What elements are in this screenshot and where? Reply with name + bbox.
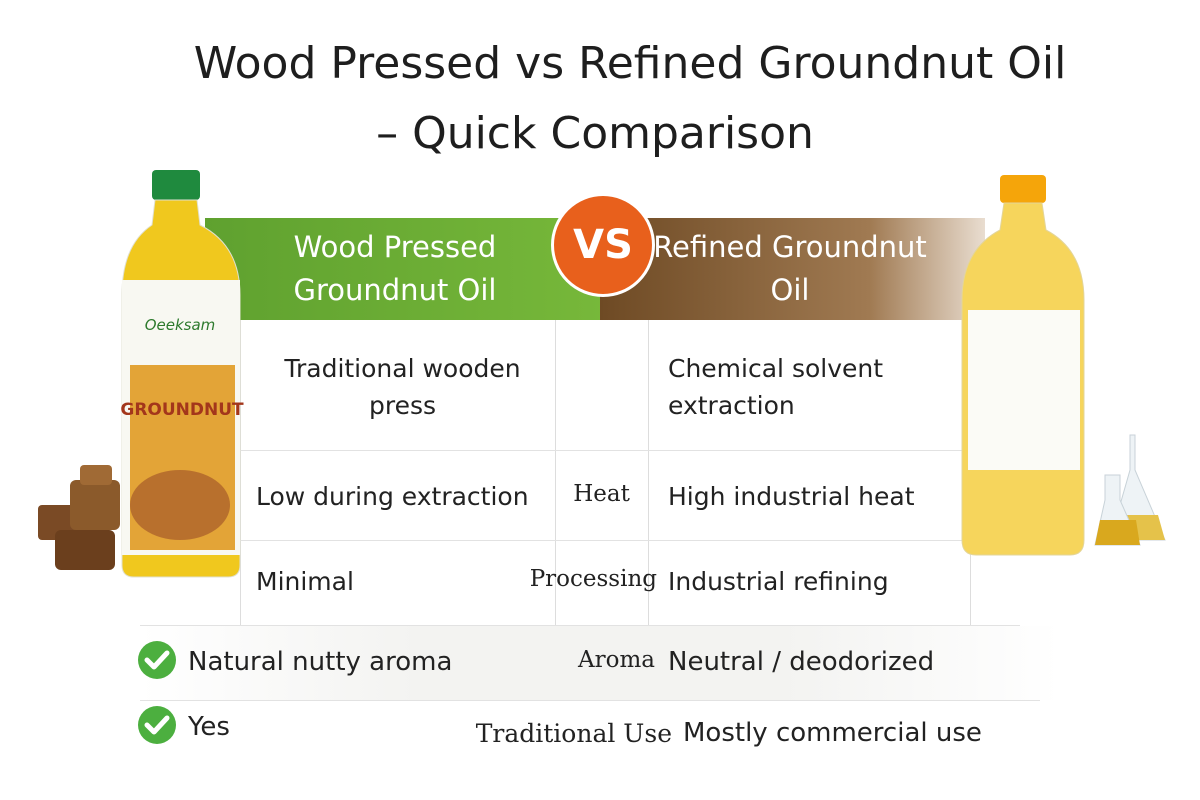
divider	[140, 625, 1020, 626]
right-heading: Refined Groundnut Oil	[653, 229, 927, 308]
cell-right: Industrial refining	[668, 567, 889, 597]
bottle-brand: Oeeksam	[145, 316, 216, 334]
check-icon	[138, 641, 176, 679]
cell-right: Mostly commercial use	[683, 718, 982, 749]
divider	[240, 450, 970, 451]
title: – Quick Comparison	[376, 108, 814, 159]
cell-right: High industrial heat	[668, 482, 915, 512]
cell-left: Low during extraction	[256, 482, 529, 512]
divider	[140, 700, 1040, 701]
right-header-bg	[600, 218, 985, 320]
vs-badge: VS	[551, 193, 655, 297]
row-label: Traditional Use	[475, 718, 672, 748]
row-band	[140, 626, 1060, 700]
cell-left: Yes	[188, 711, 230, 742]
check-icon	[138, 706, 176, 744]
cell-left: Minimal	[256, 567, 354, 597]
left-heading: Wood Pressed Groundnut Oil	[293, 229, 497, 308]
row-label: Aroma	[578, 647, 655, 674]
bottle-product: GROUNDNUT	[120, 400, 244, 420]
refined-bottle	[961, 175, 1166, 556]
cell-left: Traditional wooden press	[284, 354, 521, 420]
wood-pressed-bottle: Oeeksam GROUNDNUT	[38, 170, 244, 578]
cell-right: Neutral / deodorized	[668, 646, 935, 677]
divider	[240, 540, 970, 541]
row-label: Processing	[529, 566, 657, 593]
row-label: Heat	[573, 481, 630, 508]
divider	[555, 320, 556, 625]
divider	[648, 320, 649, 625]
cell-left: Natural nutty aroma	[188, 646, 453, 677]
left-header-bg	[205, 218, 605, 320]
title: Wood Pressed vs Refined Groundnut Oil	[193, 38, 1067, 89]
cell-right: Chemical solvent extraction	[668, 354, 884, 420]
